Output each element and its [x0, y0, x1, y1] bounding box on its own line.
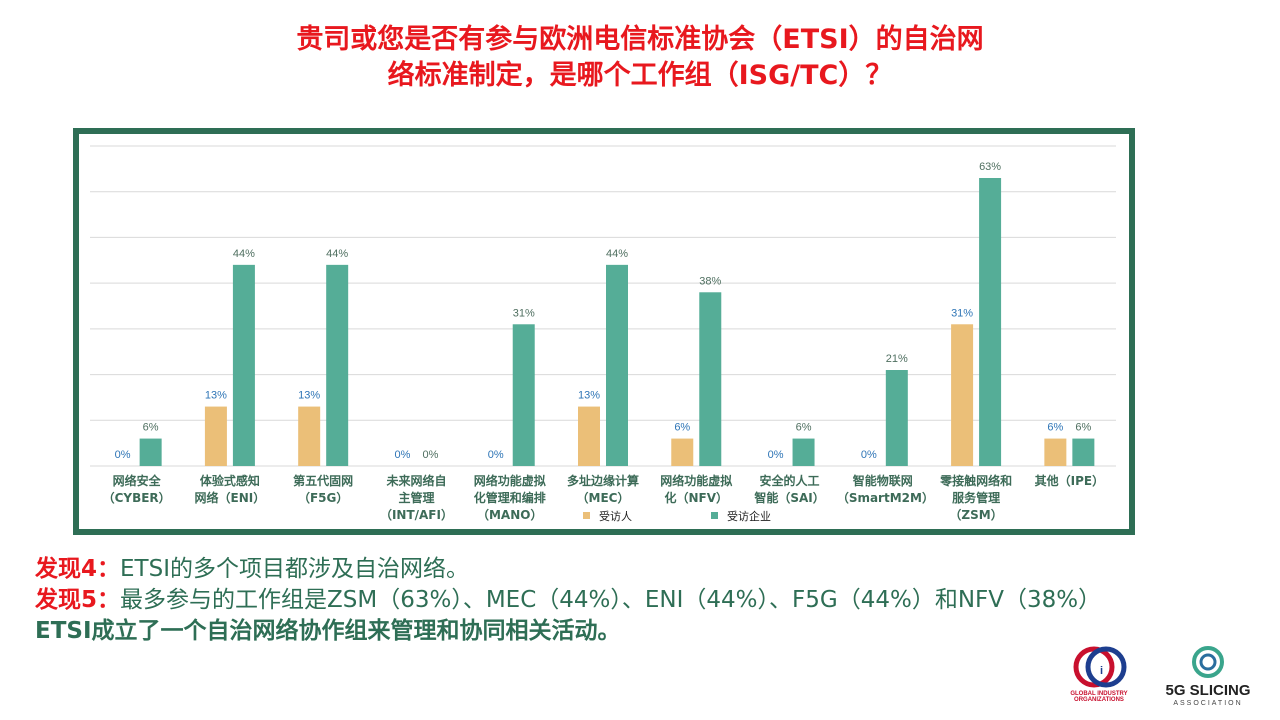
value-label: 13% [578, 390, 600, 402]
chart-frame [73, 128, 1135, 535]
finding-key: 发现5： [35, 587, 121, 613]
svg-text:i: i [1100, 665, 1103, 677]
finding-text: ETSI的多个项目都涉及自治网络。 [120, 556, 469, 582]
value-label: 6% [143, 422, 159, 434]
x-tick-label: 多址边缘计算 （MEC） [566, 474, 639, 505]
value-label: 13% [298, 390, 320, 402]
legend-swatch [711, 512, 718, 519]
value-label: 44% [606, 248, 628, 260]
x-tick-label: 网络安全 （CYBER） [102, 474, 171, 505]
x-tick-label: 未来网络自 主管理 （INT/AFI） [379, 474, 453, 522]
bar [298, 406, 321, 466]
logo-text: GLOBAL INDUSTRY ORGANIZATIONS [1070, 691, 1128, 703]
value-label: 0% [488, 449, 504, 461]
value-label: 6% [1047, 422, 1063, 434]
finding: ETSI成立了一个自治网络协作组来管理和协同相关活动。 [35, 616, 621, 647]
gio-logo: i [1066, 645, 1130, 689]
x-tick-label: 体验式感知 网络（ENI） [194, 474, 266, 505]
finding-key: 发现4： [35, 556, 121, 582]
x-tick-label: 零接触网络和 服务管理 （ZSM） [940, 474, 1013, 522]
slicing-logo [1188, 645, 1228, 681]
finding-text: ETSI成立了一个自治网络协作组来管理和协同相关活动。 [35, 618, 621, 644]
bar [1044, 438, 1067, 466]
bar [606, 264, 628, 466]
bar [578, 406, 600, 466]
bar [671, 438, 694, 466]
logo-text: ASSOCIATION [1173, 700, 1243, 707]
bar [232, 264, 255, 466]
x-tick-label: 智能物联网 （SmartM2M） [836, 474, 934, 505]
bar [1072, 438, 1095, 466]
finding: 发现4：ETSI的多个项目都涉及自治网络。 [35, 554, 469, 585]
finding: 发现5：最多参与的工作组是ZSM（63%）、MEC（44%）、ENI（44%）、… [35, 585, 1101, 616]
bar [512, 324, 535, 466]
value-label: 31% [951, 307, 973, 319]
bar [979, 178, 1002, 466]
value-label: 0% [115, 449, 131, 461]
value-label: 0% [395, 449, 411, 461]
logo-text: 5G SLICING [1165, 682, 1251, 699]
bar [699, 292, 722, 466]
value-label: 44% [326, 248, 348, 260]
value-label: 13% [205, 390, 227, 402]
value-label: 44% [233, 248, 255, 260]
finding-text: 最多参与的工作组是ZSM（63%）、MEC（44%）、ENI（44%）、F5G（… [120, 587, 1102, 613]
value-label: 21% [886, 353, 908, 365]
slide-title: 贵司或您是否有参与欧洲电信标准协会（ETSI）的自治网 [296, 24, 984, 55]
bar [792, 438, 815, 466]
value-label: 6% [796, 422, 812, 434]
bar [204, 406, 227, 466]
value-label: 0% [861, 449, 877, 461]
value-label: 31% [513, 307, 535, 319]
x-tick-label: 安全的人工 智能（SAI） [754, 474, 825, 505]
x-tick-label: 网络功能虚拟 化管理和编排 （MANO） [473, 474, 546, 522]
value-label: 0% [423, 449, 439, 461]
slide-title: 络标准制定，是哪个工作组（ISG/TC）？ [387, 60, 893, 91]
legend-swatch [583, 512, 590, 519]
bar [885, 370, 908, 466]
value-label: 6% [1075, 422, 1091, 434]
bar [326, 264, 349, 466]
value-label: 38% [699, 275, 721, 287]
bar [951, 324, 974, 466]
value-label: 63% [979, 161, 1001, 173]
bar [139, 438, 162, 466]
x-tick-label: 第五代固网 （F5G） [293, 474, 354, 505]
value-label: 6% [674, 422, 690, 434]
x-tick-label: 网络功能虚拟 化（NFV） [660, 474, 733, 505]
legend-label: 受访人 [599, 510, 632, 523]
legend-label: 受访企业 [727, 509, 771, 523]
value-label: 0% [768, 449, 784, 461]
x-tick-label: 其他（IPE） [1034, 474, 1105, 488]
